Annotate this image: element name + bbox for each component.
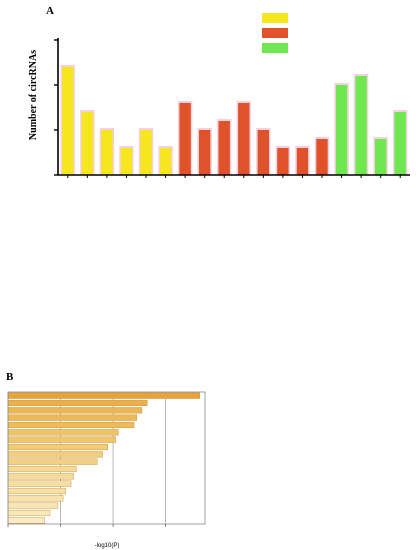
panel-a-y-axis-label: Number of circRNAs — [28, 50, 39, 140]
panel-a-bar — [159, 148, 172, 175]
panel-a-legend-swatch — [262, 43, 288, 53]
panel-b-bar — [7, 473, 74, 480]
panel-a-chart: A Number of circRNAs — [28, 5, 410, 178]
panel-b-bars — [7, 392, 200, 524]
panel-a-bar — [316, 139, 328, 175]
panel-a-bar — [62, 67, 74, 175]
panel-b-bar — [7, 487, 66, 495]
panel-b-bar — [7, 414, 137, 421]
panel-a-bar — [335, 85, 348, 175]
panel-a-bar — [355, 76, 367, 175]
panel-b-bar — [7, 502, 59, 509]
panel-a-axes — [57, 38, 410, 178]
panel-b-bar — [7, 407, 143, 414]
panel-a-bar — [218, 121, 230, 175]
panel-a-bar — [179, 103, 191, 175]
panel-b-bar — [7, 421, 135, 429]
panel-a-bars — [60, 65, 408, 175]
panel-b-chart: B -log10(P) — [6, 371, 206, 549]
panel-a-bar — [374, 139, 387, 175]
panel-b-bar — [7, 480, 72, 487]
panel-b-x-ticks — [7, 524, 167, 527]
panel-a-bar — [101, 130, 113, 175]
panel-b-x-axis-label: -log10(P) — [95, 543, 120, 549]
panel-b-axes — [7, 391, 206, 525]
panel-a-bar — [81, 112, 94, 175]
panel-b-bar — [7, 443, 109, 451]
panel-b-gridlines — [60, 392, 166, 524]
panel-a-label: A — [46, 5, 54, 17]
panel-b-bar — [7, 429, 119, 436]
panel-a-bar — [198, 130, 211, 175]
panel-a-bar — [238, 103, 250, 175]
panel-a-bar — [296, 148, 309, 175]
panel-a-legend — [262, 13, 288, 53]
panel-b-bar — [7, 399, 148, 407]
panel-b-bar — [7, 392, 200, 399]
panel-a-legend-swatch — [262, 13, 288, 23]
panel-a-bar — [277, 148, 289, 175]
panel-a-bar — [394, 112, 406, 175]
panel-b-plot-frame — [7, 391, 206, 525]
panel-a-bar — [120, 148, 133, 175]
panel-b-bar — [7, 451, 103, 458]
panel-b-bar — [7, 509, 51, 517]
panel-b-bar — [7, 436, 116, 443]
panel-b-bar — [7, 465, 77, 473]
panel-b-label: B — [6, 371, 14, 383]
panel-a-y-ticks — [54, 39, 58, 176]
panel-b-bar — [7, 495, 64, 502]
panel-b-bar — [7, 517, 45, 524]
panel-b-bar — [7, 458, 98, 465]
panel-a-bar — [257, 130, 270, 175]
panel-a-bar — [140, 130, 152, 175]
panel-a-legend-swatch — [262, 28, 288, 38]
